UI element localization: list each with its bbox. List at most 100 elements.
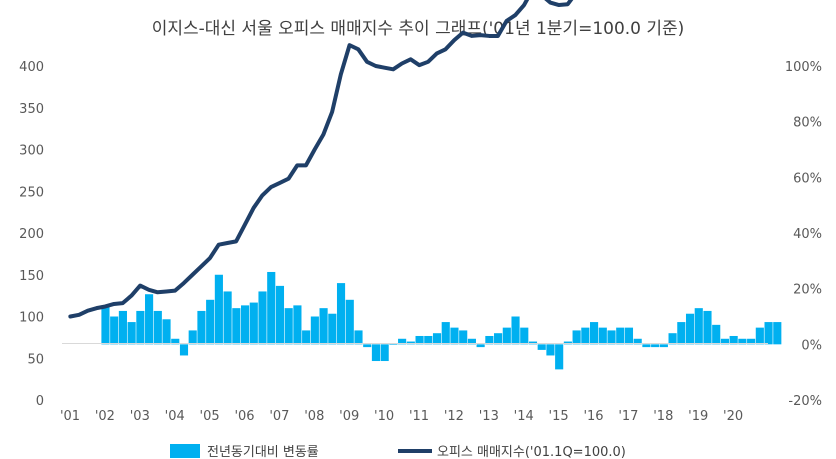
bar	[214, 274, 223, 345]
bar	[197, 310, 206, 345]
left-tick-label: 200	[19, 227, 44, 242]
left-tick-label: 50	[27, 352, 44, 367]
bar	[380, 344, 389, 362]
bar	[232, 308, 241, 345]
right-tick-label: -20%	[788, 394, 822, 409]
bar	[371, 344, 381, 362]
right-tick-label: 40%	[793, 227, 822, 242]
x-tick-label: '11	[409, 409, 429, 424]
bar	[659, 344, 668, 348]
x-tick-label: '05	[200, 409, 220, 424]
bar	[398, 338, 407, 345]
bar	[310, 316, 319, 345]
bar	[720, 338, 730, 345]
bar-series	[101, 271, 782, 370]
bar	[424, 335, 433, 345]
bar	[476, 344, 485, 348]
bar	[249, 302, 258, 345]
bar	[528, 341, 538, 345]
x-tick-label: '14	[514, 409, 534, 424]
x-tick-label: '12	[444, 409, 464, 424]
x-tick-label: '01	[60, 409, 80, 424]
left-tick-label: 150	[19, 269, 44, 284]
bar	[511, 316, 520, 345]
legend-line-label: 오피스 매매지수('01.1Q=100.0)	[437, 445, 626, 459]
bar	[223, 291, 232, 345]
x-tick-label: '02	[95, 409, 115, 424]
bar	[206, 299, 215, 345]
bar	[694, 308, 703, 345]
bar	[441, 322, 450, 345]
bar	[485, 335, 494, 345]
bar	[145, 294, 154, 345]
bar	[677, 322, 686, 345]
left-tick-label: 350	[19, 102, 44, 117]
bar	[590, 322, 599, 345]
bar	[685, 313, 695, 345]
bar	[258, 291, 267, 345]
x-tick-label: '03	[130, 409, 150, 424]
bar	[275, 285, 285, 345]
bar	[520, 327, 529, 345]
x-tick-label: '18	[653, 409, 673, 424]
bar	[389, 344, 398, 345]
bar	[624, 327, 634, 345]
bar	[651, 344, 660, 348]
bar	[467, 338, 476, 345]
bar	[459, 330, 468, 345]
x-tick-label: '06	[234, 409, 254, 424]
bar	[747, 338, 756, 345]
bar	[607, 330, 616, 345]
bar	[354, 330, 363, 345]
bar	[171, 338, 180, 345]
bar	[127, 322, 136, 345]
bar	[494, 333, 503, 345]
bar	[546, 344, 555, 356]
x-tick-label: '20	[723, 409, 743, 424]
left-tick-label: 300	[19, 144, 44, 159]
index-line	[68, 0, 574, 319]
bar	[319, 308, 328, 345]
x-tick-label: '08	[304, 409, 324, 424]
bar	[712, 324, 721, 345]
legend: 전년동기대비 변동률 오피스 매매지수('01.1Q=100.0)	[170, 444, 626, 459]
bar	[293, 305, 302, 345]
bar	[738, 338, 747, 345]
right-tick-label: 0%	[801, 338, 822, 353]
right-tick-label: 60%	[793, 171, 822, 186]
right-tick-label: 100%	[785, 60, 822, 75]
x-tick-label: '04	[165, 409, 185, 424]
left-tick-label: 250	[19, 185, 44, 200]
bar	[703, 310, 712, 345]
bar	[616, 327, 625, 345]
bar	[432, 333, 442, 345]
bar	[598, 327, 607, 345]
bar	[633, 338, 642, 345]
left-tick-label: 400	[19, 60, 44, 75]
x-tick-label: '17	[618, 409, 638, 424]
bar	[502, 327, 511, 345]
chart-title: 이지스-대신 서울 오피스 매매지수 추이 그래프('01년 1분기=100.0…	[152, 19, 685, 39]
right-tick-label: 20%	[793, 283, 822, 298]
bar	[153, 310, 162, 345]
bar	[764, 322, 773, 345]
bar	[162, 319, 171, 345]
bar	[450, 327, 459, 345]
bar	[537, 344, 546, 350]
bar	[406, 341, 415, 345]
bar	[110, 316, 119, 345]
legend-bar-label: 전년동기대비 변동률	[207, 445, 319, 459]
right-tick-label: 80%	[793, 116, 822, 131]
right-axis: -20% 0% 20% 40% 60% 80% 100%	[785, 60, 822, 409]
bar	[267, 271, 276, 345]
bar	[336, 283, 346, 345]
x-tick-label: '07	[269, 409, 289, 424]
x-axis: '01 '02 '03 '04 '05 '06 '07 '08 '09 '10 '11 '12 '13 '…	[60, 409, 743, 424]
left-tick-label: 0	[36, 394, 44, 409]
bar	[118, 310, 127, 345]
x-tick-label: '09	[339, 409, 359, 424]
bar	[345, 299, 354, 345]
bar	[581, 327, 590, 345]
bar	[302, 330, 311, 345]
